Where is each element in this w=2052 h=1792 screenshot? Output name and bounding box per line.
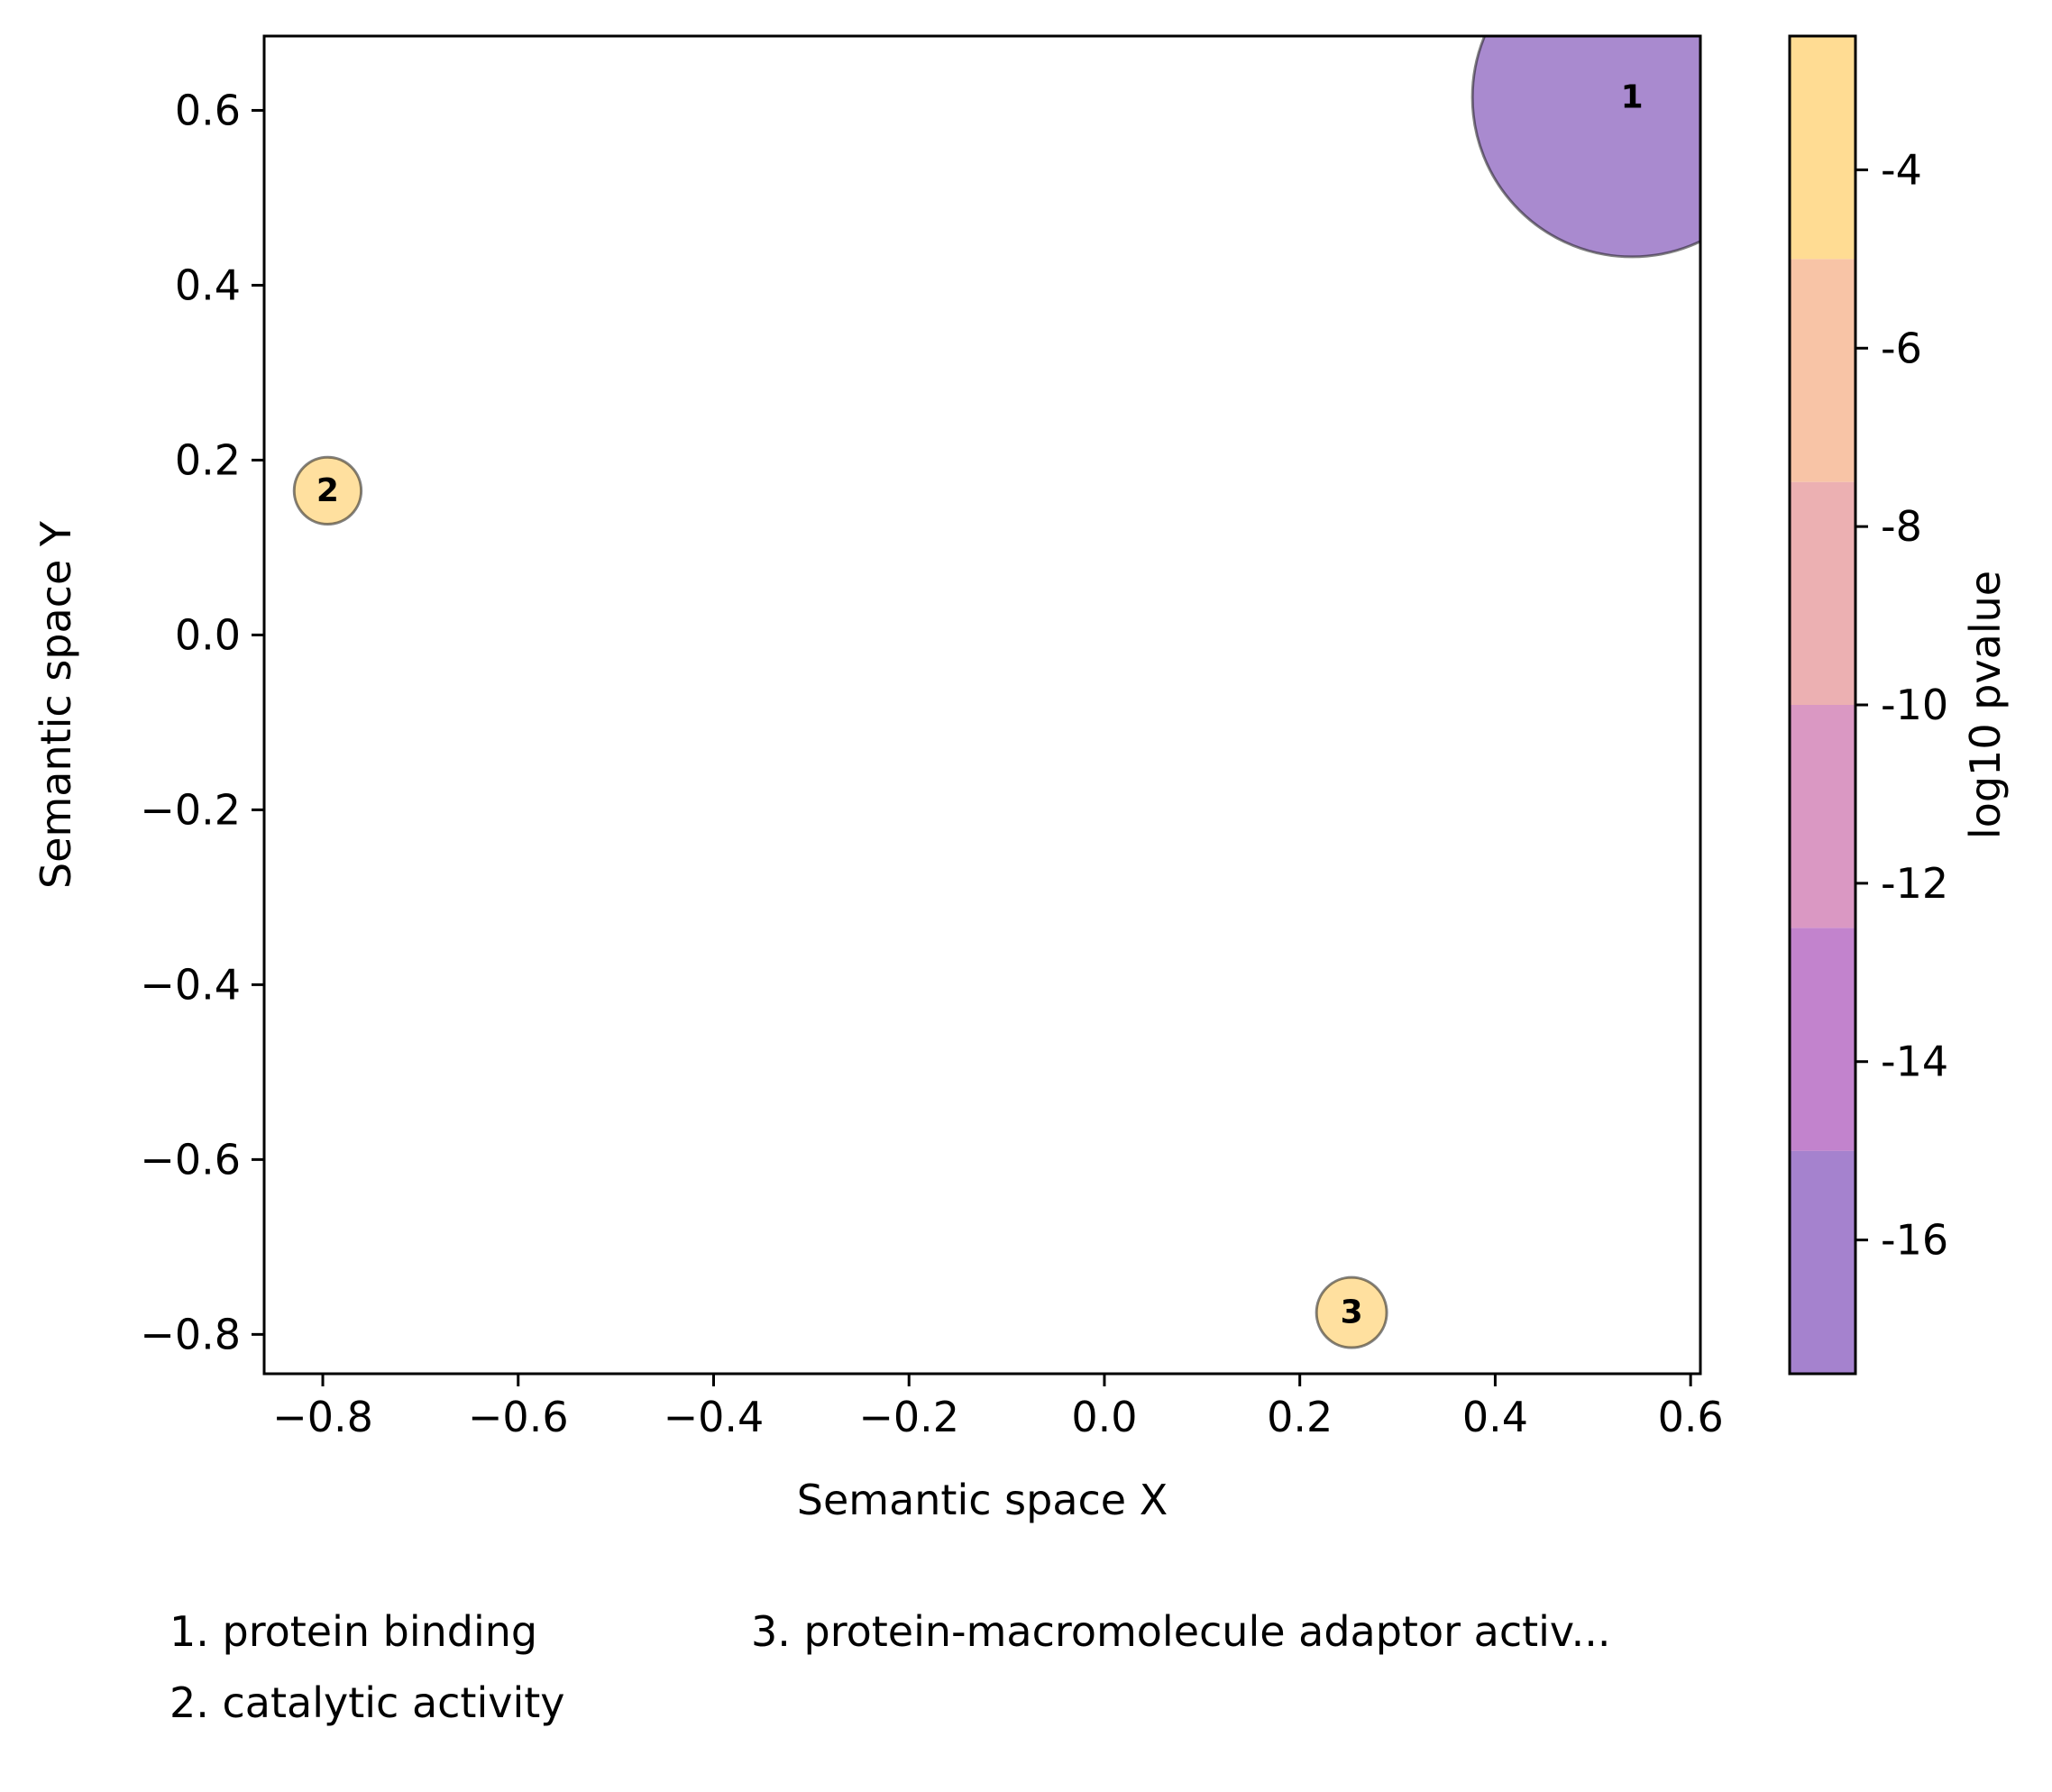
colorbar-tick-label: -10 [1881, 681, 1948, 729]
y-axis-label: Semantic space Y [32, 520, 80, 889]
y-tick-label: −0.4 [140, 960, 241, 1009]
bubble-label-3: 3 [1341, 1294, 1363, 1331]
x-tick-label: 0.2 [1267, 1393, 1333, 1441]
y-tick-label: −0.8 [140, 1310, 241, 1358]
y-tick-label: −0.2 [140, 785, 241, 834]
axes-frame [262, 34, 1702, 1376]
colorbar-tick-label: -6 [1881, 324, 1922, 372]
x-tick-label: −0.6 [468, 1393, 569, 1441]
colorbar-tick-label: -16 [1881, 1216, 1948, 1265]
term-legend: 1. protein binding 2. catalytic activity 3… [169, 1607, 1610, 1727]
bubble-3: 3 [1315, 1275, 1388, 1349]
colorbar-band-5 [1790, 259, 1855, 482]
bubble-1: 1 [1470, 36, 1700, 259]
colorbar-tick-label: -14 [1881, 1038, 1948, 1086]
y-tick-label: 0.6 [175, 86, 241, 134]
colorbar-band-3 [1790, 705, 1855, 928]
colorbar-band-4 [1790, 481, 1855, 705]
bubble-circle-2 [292, 455, 363, 526]
y-tick-label: 0.4 [175, 261, 241, 309]
x-tick-label: −0.4 [664, 1393, 765, 1441]
bubble-label-1: 1 [1621, 78, 1644, 115]
plot-background [264, 36, 1700, 1374]
colorbar-label: log10 pvalue [1961, 571, 2010, 839]
colorbar-tick-label: -12 [1881, 859, 1948, 908]
colorbar-band-1 [1790, 1150, 1855, 1374]
x-axis-label: Semantic space X [797, 1476, 1168, 1524]
bubble-circle-1 [1470, 36, 1700, 259]
colorbar-tick-label: -8 [1881, 502, 1922, 551]
bubble-2: 2 [292, 455, 363, 526]
x-tick-label: 0.6 [1658, 1393, 1724, 1441]
legend-entry: 3. protein-macromolecule adaptor activ..… [751, 1607, 1610, 1656]
colorbar: -4 -6 -8 -10 -12 -14 -16 log10 pvalue [1788, 34, 2010, 1376]
y-tick-label: −0.6 [140, 1135, 241, 1184]
x-tick-label: −0.8 [272, 1393, 373, 1441]
x-tick-label: −0.2 [858, 1393, 959, 1441]
bubble-circle-3 [1315, 1275, 1388, 1349]
plot-area [264, 36, 1700, 1374]
legend-entry: 2. catalytic activity [169, 1678, 565, 1727]
colorbar-band-6 [1790, 36, 1855, 260]
legend-entry: 1. protein binding [169, 1607, 537, 1656]
y-tick-label: 0.2 [175, 435, 241, 484]
colorbar-tick-label: -4 [1881, 145, 1922, 194]
y-tick-label: 0.0 [175, 610, 241, 659]
x-tick-label: 0.4 [1462, 1393, 1528, 1441]
bubble-label-2: 2 [316, 472, 339, 509]
x-tick-label: 0.0 [1071, 1393, 1137, 1441]
colorbar-band-2 [1790, 928, 1855, 1151]
axes: −0.8 −0.6 −0.4 −0.2 0.0 0.2 0.4 0.6 0.6 0.4 0.2 0.0… [32, 34, 1724, 1524]
scatter-bubbles: 1 2 3 [292, 36, 1700, 1349]
